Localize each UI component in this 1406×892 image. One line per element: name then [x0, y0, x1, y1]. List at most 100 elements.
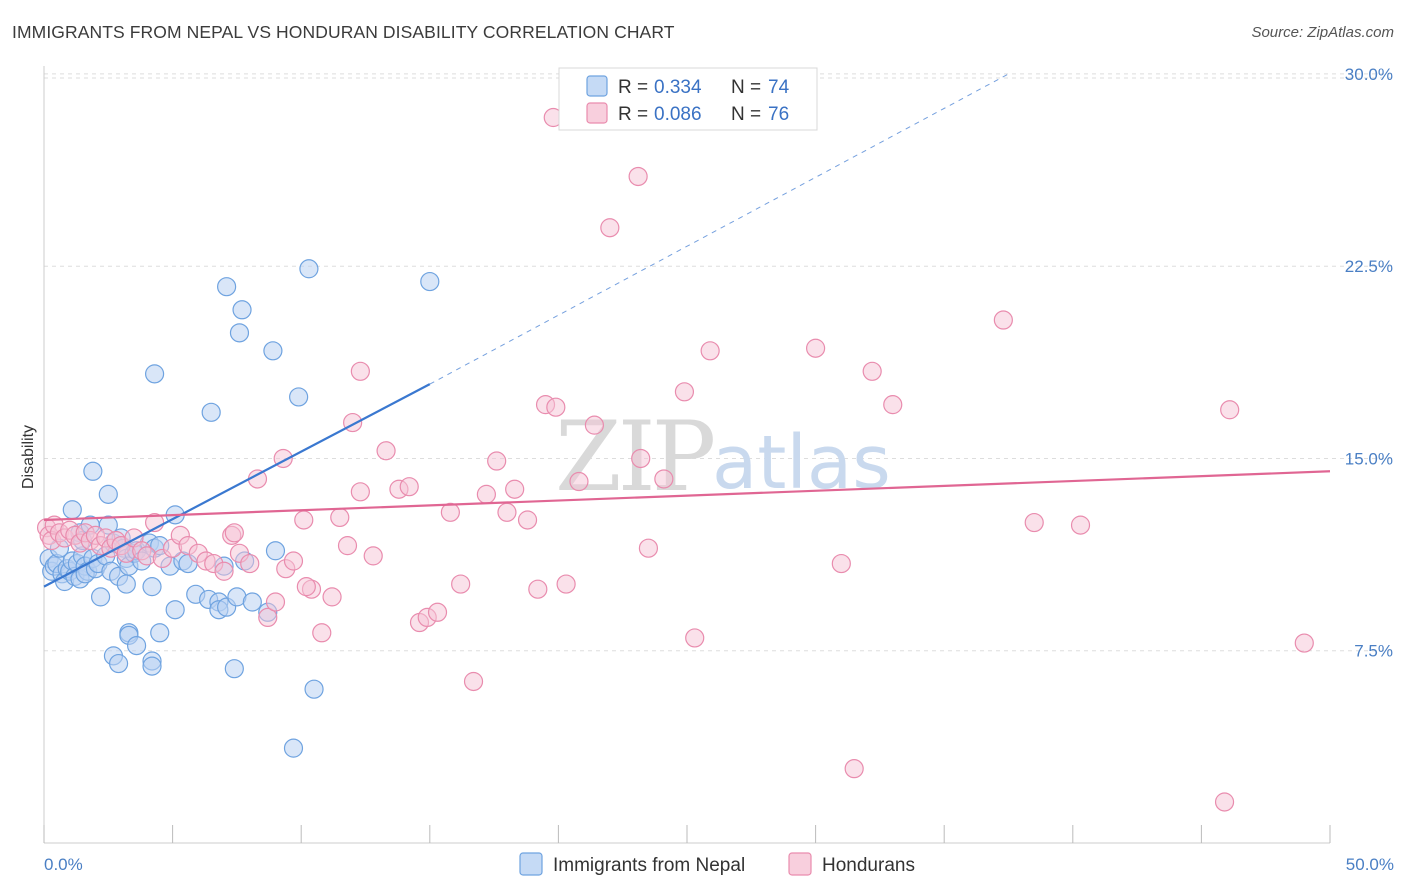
data-point-hondurans: [427, 602, 448, 622]
data-point-nepal: [83, 461, 103, 481]
data-point-hondurans: [350, 482, 370, 502]
data-point-hondurans: [440, 502, 460, 522]
x-tick-label-min: 0.0%: [44, 855, 83, 874]
bottom-legend-swatch-nepal: [519, 852, 543, 876]
data-point-nepal: [90, 587, 111, 607]
data-point-nepal: [283, 738, 304, 758]
data-point-hondurans: [528, 579, 548, 599]
data-point-nepal: [265, 541, 286, 561]
data-point-hondurans: [600, 218, 620, 238]
watermark: ZIP atlas: [555, 401, 891, 513]
axes: [43, 66, 1331, 844]
y-axis-label: Disability: [20, 425, 37, 489]
legend-n-label-nepal: N =: [731, 77, 761, 98]
series-hondurans-points: [36, 107, 1314, 812]
trend-lines: [43, 73, 1331, 588]
data-point-hondurans: [240, 553, 260, 574]
data-point-hondurans: [265, 592, 286, 612]
series-nepal-points: [39, 259, 440, 758]
data-point-hondurans: [214, 561, 234, 581]
data-point-hondurans: [294, 510, 314, 530]
legend-n-value-hondurans: 76: [768, 104, 789, 125]
data-point-nepal: [224, 659, 244, 679]
data-point-hondurans: [674, 382, 695, 402]
legend-n-value-nepal: 74: [768, 77, 790, 98]
data-point-nepal: [165, 600, 185, 620]
trend-line-nepal: [43, 383, 431, 588]
data-point-hondurans: [1214, 792, 1235, 812]
data-point-nepal: [144, 364, 165, 384]
data-point-hondurans: [363, 546, 383, 566]
legend-n-label-hondurans: N =: [731, 104, 761, 125]
y-tick-label: 15.0%: [1345, 449, 1393, 468]
data-point-nepal: [150, 623, 170, 643]
bottom-legend-label-nepal: Immigrants from Nepal: [553, 855, 745, 876]
data-point-hondurans: [376, 441, 396, 461]
data-point-nepal: [126, 636, 147, 656]
data-point-hondurans: [1070, 515, 1091, 535]
data-point-hondurans: [569, 471, 589, 492]
data-point-hondurans: [517, 510, 538, 530]
data-point-nepal: [263, 341, 283, 361]
data-point-hondurans: [224, 523, 244, 543]
data-point-hondurans: [654, 469, 674, 489]
data-point-nepal: [299, 259, 319, 279]
data-point-nepal: [142, 577, 162, 597]
y-tick-label: 30.0%: [1345, 65, 1393, 84]
data-point-hondurans: [831, 553, 851, 574]
y-tick-label: 7.5%: [1354, 642, 1393, 661]
legend: R = 0.334 N = 74 R = 0.086 N = 76: [558, 67, 818, 131]
bottom-legend-label-hondurans: Hondurans: [822, 855, 915, 876]
data-point-nepal: [420, 271, 440, 292]
data-point-nepal: [98, 484, 118, 504]
trend-line-hondurans: [43, 470, 1331, 522]
data-point-hondurans: [330, 507, 350, 528]
data-point-nepal: [289, 387, 309, 407]
legend-r-label-nepal: R =: [618, 77, 648, 98]
data-point-hondurans: [1024, 512, 1044, 533]
legend-r-label-hondurans: R =: [618, 104, 648, 125]
y-tick-labels: 7.5% 15.0% 22.5% 30.0%: [1345, 65, 1393, 661]
data-point-hondurans: [487, 451, 507, 471]
data-point-hondurans: [1220, 400, 1240, 420]
data-point-nepal: [201, 402, 221, 422]
data-point-hondurans: [993, 310, 1013, 330]
data-point-hondurans: [312, 623, 332, 643]
data-point-nepal: [217, 277, 237, 297]
data-point-hondurans: [451, 574, 471, 594]
data-point-hondurans: [505, 479, 525, 499]
data-point-hondurans: [883, 395, 903, 415]
data-point-hondurans: [862, 361, 882, 381]
bottom-legend-swatch-hondurans: [788, 852, 812, 876]
data-point-hondurans: [1294, 633, 1314, 653]
data-point-hondurans: [497, 502, 517, 522]
data-point-hondurans: [258, 607, 278, 628]
data-point-hondurans: [631, 448, 651, 469]
data-point-hondurans: [844, 759, 864, 779]
data-point-hondurans: [546, 397, 566, 417]
data-point-hondurans: [399, 477, 419, 497]
data-point-hondurans: [296, 577, 316, 597]
data-point-nepal: [142, 656, 162, 676]
legend-swatch-nepal: [586, 75, 608, 97]
data-point-hondurans: [638, 538, 659, 558]
data-point-hondurans: [584, 415, 605, 435]
data-point-nepal: [242, 592, 262, 612]
x-tick-labels: 0.0% 50.0%: [44, 855, 1394, 874]
data-point-hondurans: [350, 361, 370, 381]
data-point-hondurans: [628, 166, 648, 187]
legend-r-value-hondurans: 0.086: [654, 104, 702, 125]
legend-swatch-hondurans: [586, 102, 608, 124]
data-point-nepal: [304, 679, 324, 699]
data-point-nepal: [116, 574, 136, 594]
data-point-nepal: [232, 300, 252, 320]
data-point-hondurans: [556, 574, 576, 594]
data-point-nepal: [62, 500, 82, 520]
y-tick-label: 22.5%: [1345, 257, 1393, 276]
data-point-hondurans: [283, 551, 304, 571]
x-tick-label-max: 50.0%: [1346, 855, 1394, 874]
legend-r-value-nepal: 0.334: [654, 77, 702, 98]
chart-title: IMMIGRANTS FROM NEPAL VS HONDURAN DISABI…: [12, 22, 675, 42]
data-point-hondurans: [685, 628, 705, 648]
